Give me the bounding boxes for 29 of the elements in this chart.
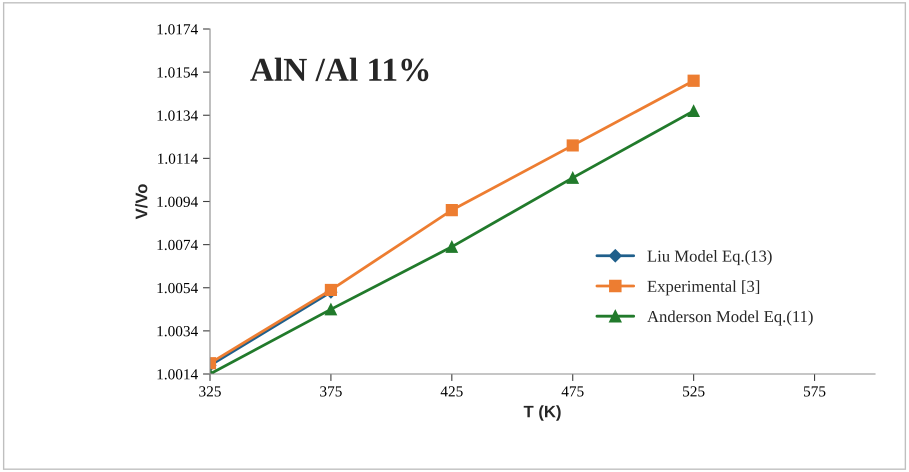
x-tick-label: 575 xyxy=(804,386,826,397)
x-tick-label: 425 xyxy=(440,386,463,397)
y-axis-title: V/Vo xyxy=(135,184,148,220)
point xyxy=(446,240,458,253)
y-tick-label: 1.0094 xyxy=(158,196,198,208)
legend-label: Liu Model Eq.(13) xyxy=(647,250,772,266)
point xyxy=(688,104,700,118)
point xyxy=(566,139,579,152)
y-tick-label: 1.0154 xyxy=(158,67,198,78)
y-tick-label: 1.0014 xyxy=(158,369,198,380)
point xyxy=(446,204,458,216)
x-tick-label: 375 xyxy=(320,386,342,397)
legend-label: Experimental [3] xyxy=(647,280,760,296)
point xyxy=(324,303,337,316)
point xyxy=(688,74,700,87)
point xyxy=(324,284,337,296)
annotation: AlN /Al 11% xyxy=(250,58,428,82)
y-tick-label: 1.0174 xyxy=(158,24,198,35)
y-tick-label: 1.0034 xyxy=(158,326,198,336)
x-axis-title: T (K) xyxy=(524,405,561,421)
x-tick-label: 475 xyxy=(562,386,584,397)
legend-label: Anderson Model Eq.(11) xyxy=(647,310,813,326)
x-tick-label: 325 xyxy=(199,386,221,397)
point xyxy=(566,172,579,184)
y-tick-label: 1.0114 xyxy=(158,154,198,164)
y-tick-label: 1.0134 xyxy=(158,110,198,121)
y-tick-label: 1.0054 xyxy=(158,282,198,294)
x-tick-label: 525 xyxy=(683,386,704,397)
y-tick-label: 1.0074 xyxy=(158,240,198,250)
